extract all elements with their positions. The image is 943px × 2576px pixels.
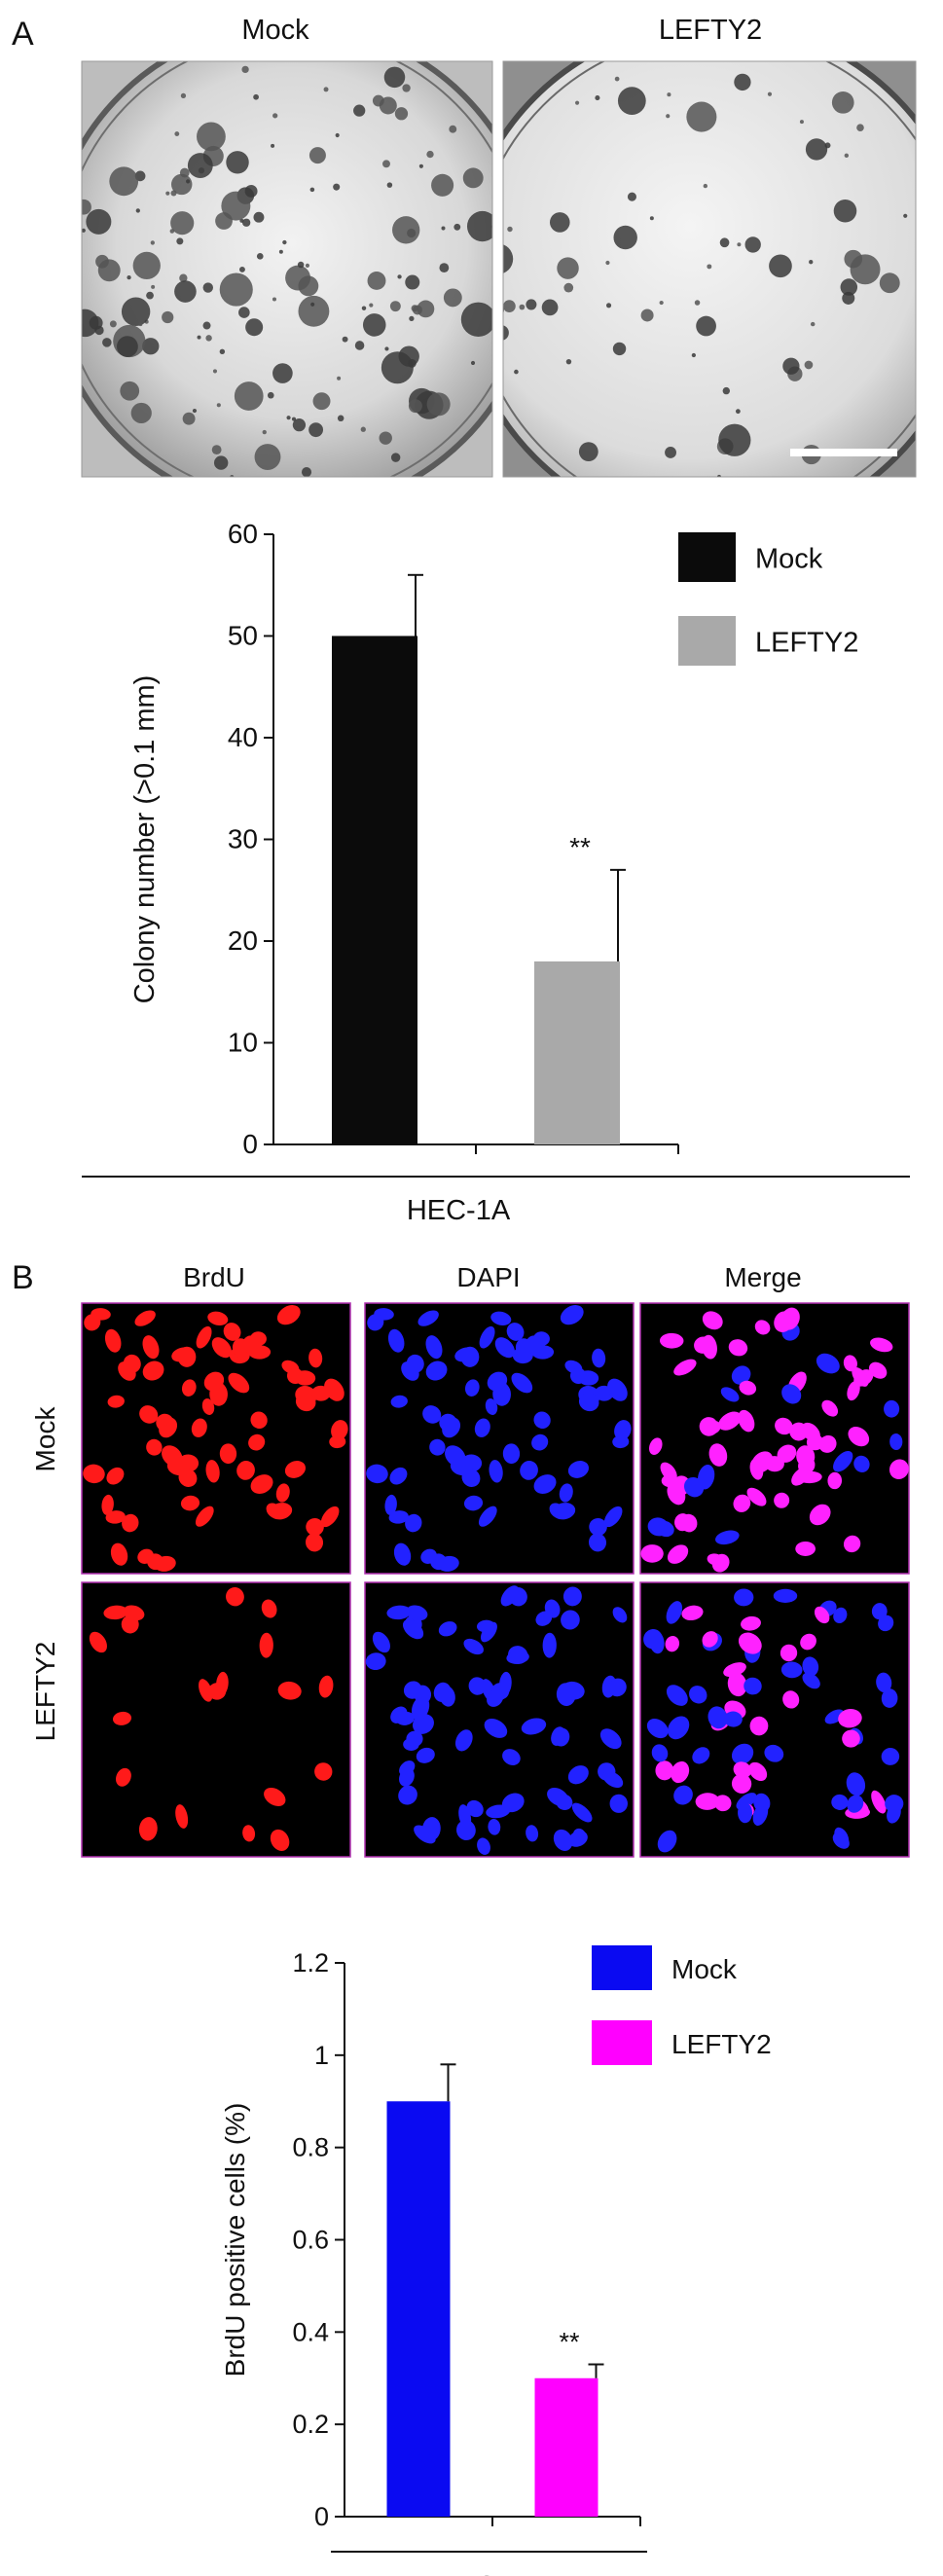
y-tick-label: 20 — [228, 925, 258, 956]
micro-tile-merge-lefty2 — [639, 1581, 910, 1858]
bar-lefty2 — [534, 2377, 598, 2517]
y-tick-label: 50 — [228, 621, 258, 651]
bar-mock — [332, 635, 417, 1144]
y-tick-label: 1 — [314, 2041, 329, 2070]
row-label-mock: Mock — [30, 1406, 60, 1472]
y-tick-label: 40 — [228, 722, 258, 752]
legend-swatch-lefty2 — [678, 616, 736, 666]
legend-swatch-mock — [678, 532, 736, 582]
y-tick-label: 0.4 — [292, 2317, 329, 2346]
x-axis-label: HEC-1A — [439, 2570, 539, 2576]
brdu-positive-chart: 0 0.2 0.4 0.6 0.8 1 1.2 ** BrdU positive cells (… — [220, 1945, 772, 2576]
column-label-brdu: BrdU — [183, 1262, 245, 1292]
scale-bar — [790, 449, 897, 456]
row-label-lefty2: LEFTY2 — [30, 1642, 60, 1742]
x-axis-label: HEC-1A — [407, 1195, 511, 1226]
y-tick-label: 10 — [228, 1028, 258, 1058]
microscopy-grid — [81, 1302, 910, 1858]
column-label-dapi: DAPI — [456, 1262, 520, 1292]
column-label-merge: Merge — [724, 1262, 801, 1292]
micro-tile-brdu-lefty2 — [81, 1581, 351, 1858]
y-tick-label: 1.2 — [292, 1948, 329, 1977]
legend-label-mock: Mock — [671, 1954, 738, 1984]
y-tick-label: 0 — [314, 2502, 329, 2531]
y-tick-label: 0.6 — [292, 2226, 329, 2255]
significance-marker: ** — [569, 832, 591, 862]
bar-lefty2 — [534, 961, 620, 1144]
y-axis-label: Colony number (>0.1 mm) — [129, 675, 161, 1004]
colony-photo-lefty2 — [503, 61, 916, 477]
photo-label-lefty2: LEFTY2 — [659, 15, 762, 46]
y-tick-label: 60 — [228, 519, 258, 549]
colony-dots-lefty2 — [503, 73, 908, 477]
colony-number-chart: 0 10 20 30 40 50 60 ** Colony number (>0.1 mm) HE… — [82, 519, 910, 1226]
bar-mock — [386, 2101, 451, 2517]
photo-label-mock: Mock — [241, 15, 309, 46]
y-tick-label: 30 — [228, 824, 258, 854]
colony-photo-mock — [82, 61, 492, 477]
micro-tile-brdu-mock — [81, 1302, 351, 1575]
y-tick-label: 0 — [242, 1129, 258, 1159]
y-tick-label: 0.8 — [292, 2133, 329, 2162]
legend-swatch-mock — [592, 1945, 652, 1990]
micro-tile-dapi-lefty2 — [364, 1581, 635, 1858]
colony-dots-mock — [82, 65, 492, 477]
legend-label-mock: Mock — [755, 544, 823, 575]
significance-marker: ** — [559, 2328, 580, 2357]
micro-tile-merge-mock — [639, 1302, 910, 1575]
legend-label-lefty2: LEFTY2 — [755, 628, 858, 659]
legend-label-lefty2: LEFTY2 — [671, 2029, 772, 2059]
panel-a-letter: A — [12, 16, 34, 53]
micro-tile-dapi-mock — [364, 1302, 635, 1575]
y-axis-label: BrdU positive cells (%) — [220, 2103, 250, 2377]
y-tick-label: 0.2 — [292, 2410, 329, 2439]
legend-swatch-lefty2 — [592, 2020, 652, 2065]
panel-b-letter: B — [12, 1259, 34, 1296]
